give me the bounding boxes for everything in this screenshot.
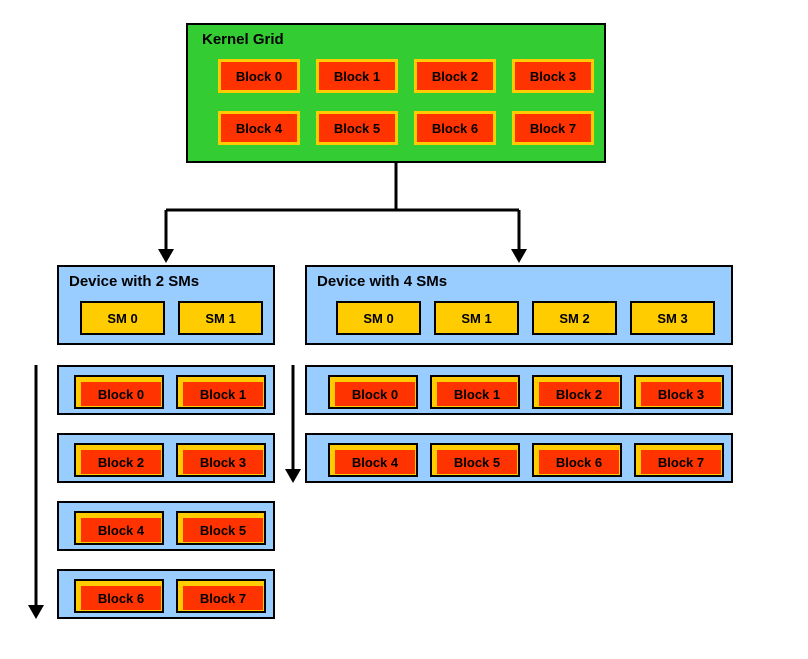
sm-cell: SM 3	[630, 301, 715, 335]
wave-block-outer: Block 6	[532, 443, 622, 477]
wave-block: Block 7	[183, 586, 263, 610]
device-header: Device with 4 SMs SM 0 SM 1 SM 2 SM 3	[305, 265, 733, 345]
wave-block-outer: Block 1	[430, 375, 520, 409]
wave-row: Block 4 Block 5	[57, 501, 275, 551]
kernel-grid: Kernel Grid Block 0 Block 1 Block 2 Block 3 B…	[186, 23, 606, 163]
wave-row: Block 0 Block 1 Block 2 Block 3	[305, 365, 733, 415]
wave-block: Block 4	[81, 518, 161, 542]
wave-row: Block 0 Block 1	[57, 365, 275, 415]
kernel-block: Block 2	[414, 59, 496, 93]
wave-row: Block 2 Block 3	[57, 433, 275, 483]
sm-cell: SM 1	[178, 301, 263, 335]
device-header: Device with 2 SMs SM 0 SM 1	[57, 265, 275, 345]
kernel-block: Block 1	[316, 59, 398, 93]
kernel-block: Block 5	[316, 111, 398, 145]
wave-block-outer: Block 0	[328, 375, 418, 409]
wave-block: Block 3	[641, 382, 721, 406]
kernel-block: Block 4	[218, 111, 300, 145]
wave-block-outer: Block 2	[74, 443, 164, 477]
wave-block: Block 6	[81, 586, 161, 610]
wave-block: Block 6	[539, 450, 619, 474]
wave-block-outer: Block 5	[430, 443, 520, 477]
wave-block: Block 1	[183, 382, 263, 406]
wave-block: Block 2	[539, 382, 619, 406]
sm-cell: SM 2	[532, 301, 617, 335]
wave-block: Block 3	[183, 450, 263, 474]
wave-block-outer: Block 3	[176, 443, 266, 477]
wave-row: Block 6 Block 7	[57, 569, 275, 619]
kernel-grid-title: Kernel Grid	[202, 31, 284, 48]
wave-block: Block 1	[437, 382, 517, 406]
wave-block-outer: Block 4	[328, 443, 418, 477]
wave-block-outer: Block 7	[176, 579, 266, 613]
wave-block: Block 7	[641, 450, 721, 474]
wave-block-outer: Block 5	[176, 511, 266, 545]
sm-cell: SM 0	[80, 301, 165, 335]
sm-cell: SM 1	[434, 301, 519, 335]
wave-block: Block 0	[335, 382, 415, 406]
wave-block-outer: Block 3	[634, 375, 724, 409]
wave-block-outer: Block 1	[176, 375, 266, 409]
wave-block: Block 2	[81, 450, 161, 474]
wave-block: Block 4	[335, 450, 415, 474]
device-title: Device with 4 SMs	[317, 273, 447, 290]
wave-block: Block 5	[183, 518, 263, 542]
wave-block-outer: Block 0	[74, 375, 164, 409]
wave-block-outer: Block 4	[74, 511, 164, 545]
wave-block: Block 0	[81, 382, 161, 406]
wave-block-outer: Block 7	[634, 443, 724, 477]
wave-block-outer: Block 6	[74, 579, 164, 613]
sm-cell: SM 0	[336, 301, 421, 335]
kernel-block: Block 6	[414, 111, 496, 145]
kernel-block: Block 0	[218, 59, 300, 93]
device-title: Device with 2 SMs	[69, 273, 199, 290]
wave-block: Block 5	[437, 450, 517, 474]
kernel-block: Block 7	[512, 111, 594, 145]
wave-row: Block 4 Block 5 Block 6 Block 7	[305, 433, 733, 483]
kernel-block: Block 3	[512, 59, 594, 93]
wave-block-outer: Block 2	[532, 375, 622, 409]
